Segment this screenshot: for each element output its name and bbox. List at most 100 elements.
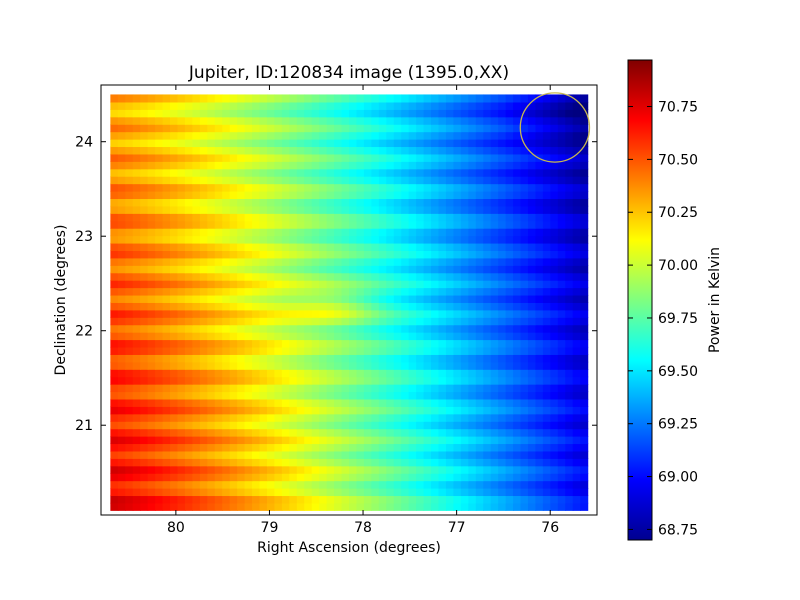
heatmap-cell [334, 376, 343, 385]
heatmap-cell [237, 302, 246, 311]
heatmap-cell [513, 495, 522, 504]
heatmap-cell [572, 354, 581, 363]
heatmap-cell [349, 242, 358, 251]
heatmap-cell [311, 354, 320, 363]
heatmap-cell [498, 324, 507, 333]
heatmap-cell [431, 101, 440, 110]
heatmap-cell [289, 443, 298, 452]
plot-frame [100, 84, 598, 516]
heatmap-cell [445, 294, 455, 303]
heatmap-cell [274, 332, 283, 341]
heatmap-cell [334, 161, 343, 170]
heatmap-cell [304, 443, 313, 452]
heatmap-cell [475, 384, 484, 393]
heatmap-cell [229, 272, 238, 281]
heatmap-cell [393, 183, 402, 192]
heatmap-cell [147, 280, 156, 289]
heatmap-cell [520, 428, 529, 437]
heatmap-cell [371, 332, 380, 341]
heatmap-cell [341, 131, 350, 140]
heatmap-cell [140, 495, 149, 504]
heatmap-cell [378, 495, 387, 504]
heatmap-cell [498, 235, 507, 244]
heatmap-cell [334, 183, 343, 192]
heatmap-cell [266, 94, 276, 103]
heatmap-cell [192, 265, 201, 274]
heatmap-cell [117, 161, 126, 170]
heatmap-cell [550, 250, 559, 259]
heatmap-cell [311, 443, 320, 452]
heatmap-cell [117, 257, 126, 266]
heatmap-cell [229, 354, 238, 363]
heatmap-cell [170, 398, 179, 407]
heatmap-cell [296, 413, 305, 422]
heatmap-cell [386, 242, 395, 251]
heatmap-cell [378, 228, 387, 237]
heatmap-cell [281, 406, 290, 415]
heatmap-cell [304, 161, 313, 170]
heatmap-cell [535, 384, 544, 393]
heatmap-cell [326, 242, 335, 251]
heatmap-cell [490, 346, 499, 355]
heatmap-cell [513, 101, 522, 110]
heatmap-cell [468, 153, 477, 162]
heatmap-cell [237, 280, 246, 289]
heatmap-cell [378, 302, 387, 311]
heatmap-cell [296, 406, 305, 415]
heatmap-cell [453, 406, 462, 415]
heatmap-cell [296, 257, 305, 266]
heatmap-cell [483, 109, 492, 118]
heatmap-cell [274, 369, 283, 378]
heatmap-cell [572, 198, 581, 207]
heatmap-cell [125, 488, 134, 497]
heatmap-cell [349, 354, 358, 363]
heatmap-cell [483, 309, 492, 318]
heatmap-cell [140, 265, 149, 274]
heatmap-cell [483, 302, 492, 311]
heatmap-cell [199, 502, 208, 511]
heatmap-cell [155, 361, 164, 370]
heatmap-cell [214, 228, 223, 237]
heatmap-cell [140, 502, 149, 511]
heatmap-cell [266, 302, 276, 311]
heatmap-cell [199, 220, 208, 229]
heatmap-cell [237, 205, 246, 214]
heatmap-cell [274, 153, 283, 162]
heatmap-cell [498, 116, 507, 125]
heatmap-cell [170, 116, 179, 125]
heatmap-cell [214, 101, 223, 110]
heatmap-cell [431, 346, 440, 355]
heatmap-cell [289, 287, 298, 296]
heatmap-cell [334, 94, 343, 103]
heatmap-cell [184, 228, 193, 237]
heatmap-cell [520, 213, 529, 222]
heatmap-cell [170, 139, 179, 148]
heatmap-cell [460, 94, 469, 103]
heatmap-cell [416, 183, 425, 192]
heatmap-cell [490, 369, 499, 378]
heatmap-cell [266, 153, 276, 162]
heatmap-cell [356, 131, 365, 140]
heatmap-cell [214, 198, 223, 207]
heatmap-cell [535, 294, 544, 303]
heatmap-cell [207, 302, 216, 311]
heatmap-cell [207, 280, 216, 289]
heatmap-cell [311, 436, 320, 445]
heatmap-cell [468, 190, 477, 200]
heatmap-cell [266, 228, 276, 237]
heatmap-cell [125, 421, 134, 430]
heatmap-cell [177, 228, 186, 237]
heatmap-cell [401, 436, 410, 445]
heatmap-cell [296, 139, 305, 148]
heatmap-cell [393, 139, 402, 148]
heatmap-cell [505, 473, 514, 482]
heatmap-cell [356, 213, 365, 222]
heatmap-cell [311, 406, 320, 415]
heatmap-cell [155, 213, 164, 222]
heatmap-cell [162, 272, 171, 281]
heatmap-cell [147, 287, 156, 296]
heatmap-cell [572, 317, 581, 326]
heatmap-cell [445, 161, 455, 170]
heatmap-cell [162, 302, 171, 311]
heatmap-cell [110, 332, 119, 341]
